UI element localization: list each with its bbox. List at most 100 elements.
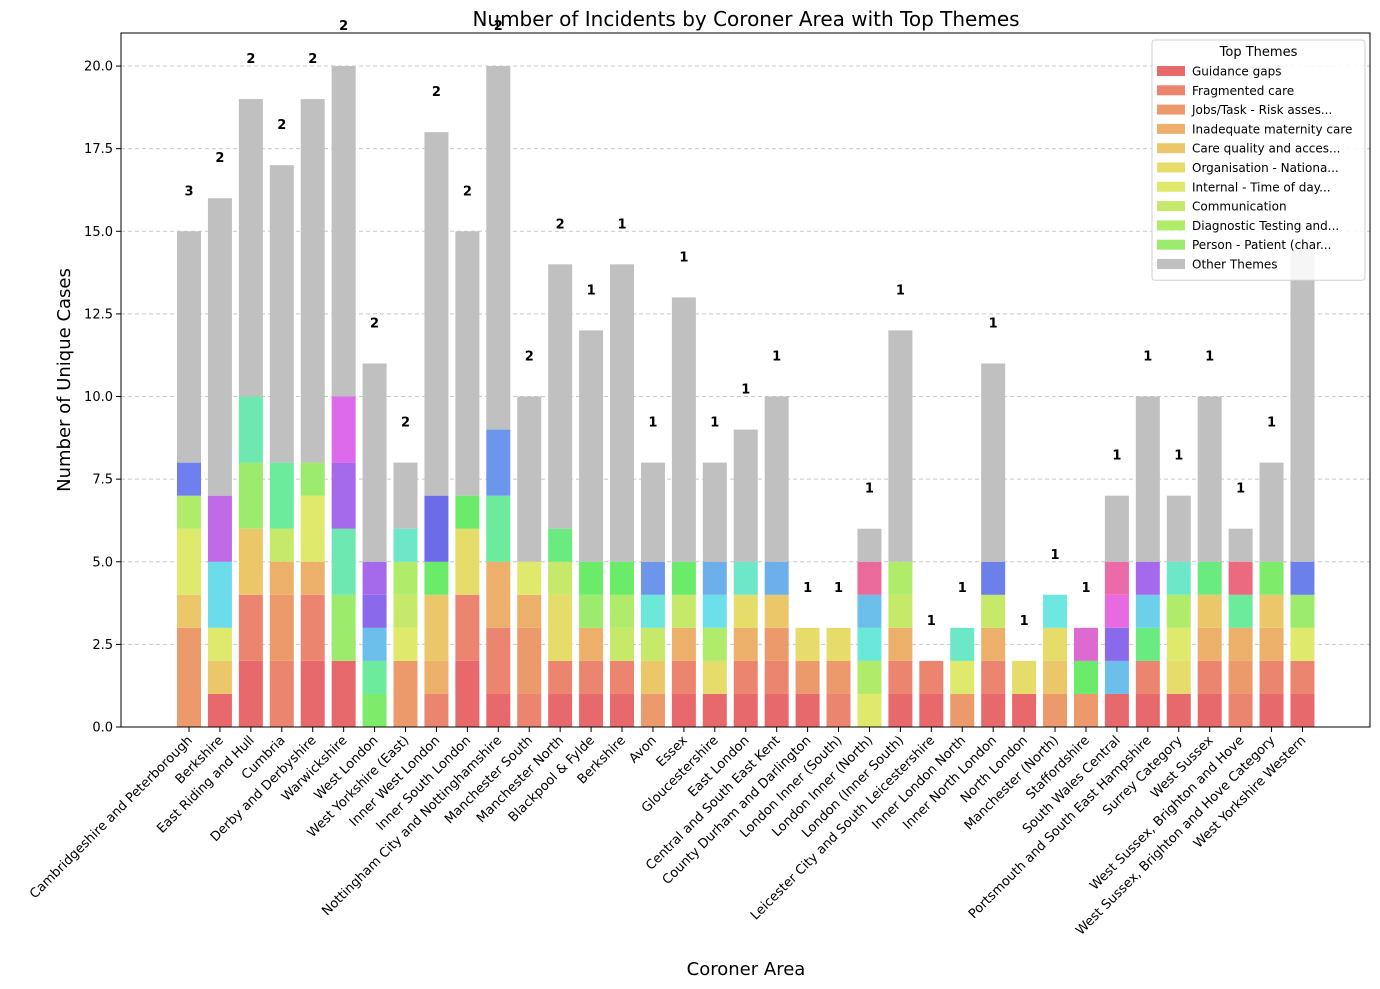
- bar-segment: [1012, 660, 1037, 694]
- bar-segment: [177, 462, 201, 496]
- bar-segment: [331, 594, 356, 661]
- bar-segment: [517, 594, 542, 628]
- bar-segment: [1104, 627, 1129, 661]
- legend-swatch: [1157, 220, 1185, 231]
- bar-count-label: 2: [246, 52, 255, 67]
- bar-segment: [238, 396, 263, 463]
- bar-segment: [1197, 693, 1222, 727]
- y-tick-label: 5.0: [92, 555, 113, 570]
- bar-segment: [1104, 594, 1129, 628]
- bar-segment: [1228, 627, 1253, 661]
- bar-segment: [640, 660, 665, 694]
- bar-segment: [1228, 561, 1253, 595]
- bar-segment: [919, 660, 944, 694]
- bar-segment: [177, 594, 201, 628]
- bar-segment: [1166, 594, 1191, 628]
- bar-segment: [764, 396, 789, 562]
- bar-count-label: 1: [834, 581, 843, 596]
- bar-segment: [362, 594, 387, 628]
- bar-segment: [486, 429, 511, 496]
- bar-segment: [981, 594, 1006, 628]
- bar-count-label: 2: [401, 416, 410, 431]
- bar-segment: [424, 132, 449, 496]
- legend-swatch: [1157, 259, 1185, 269]
- bar-segment: [1135, 561, 1160, 595]
- bars-group: [177, 66, 1315, 727]
- bar-segment: [269, 528, 294, 562]
- bar-segment: [177, 231, 201, 463]
- bar-segment: [486, 495, 511, 562]
- bar-count-label: 1: [1174, 449, 1183, 464]
- bar-count-label: 1: [958, 581, 967, 596]
- bar-segment: [1197, 627, 1222, 661]
- bar-segment: [610, 594, 635, 628]
- bar-segment: [548, 594, 573, 661]
- bar-segment: [1135, 660, 1160, 694]
- bar-segment: [610, 561, 635, 595]
- bar-segment: [362, 693, 387, 727]
- y-tick-label: 10.0: [84, 390, 113, 405]
- bar-segment: [455, 231, 480, 496]
- bar-segment: [331, 528, 356, 595]
- bar-segment: [269, 462, 294, 529]
- bar-segment: [795, 660, 820, 694]
- bar-segment: [702, 627, 727, 661]
- bar-segment: [393, 594, 418, 628]
- bar-segment: [238, 594, 263, 661]
- bar-segment: [671, 660, 696, 694]
- y-axis-label: Number of Unique Cases: [54, 268, 75, 492]
- bar-segment: [1104, 495, 1129, 562]
- bar-segment: [1043, 627, 1068, 661]
- bar-segment: [857, 660, 882, 694]
- bar-count-label: 1: [1205, 350, 1214, 365]
- bar-segment: [764, 627, 789, 661]
- bar-segment: [1166, 660, 1191, 694]
- bar-count-label: 1: [617, 217, 626, 232]
- legend-entry-label: Internal - Time of day...: [1192, 180, 1331, 194]
- bar-count-label: 2: [339, 19, 348, 34]
- bar-segment: [177, 528, 201, 595]
- bar-count-label: 2: [494, 19, 503, 34]
- legend-entry-label: Guidance gaps: [1192, 65, 1281, 79]
- bar-segment: [1228, 528, 1253, 562]
- bar-segment: [393, 528, 418, 562]
- bar-segment: [1073, 660, 1098, 694]
- legend-swatch: [1157, 239, 1185, 250]
- bar-count-label: 2: [432, 85, 441, 100]
- bar-count-label: 1: [1143, 350, 1152, 365]
- bar-segment: [671, 561, 696, 595]
- bar-segment: [486, 561, 511, 628]
- bar-segment: [393, 462, 418, 529]
- legend-box: [1151, 39, 1366, 281]
- bar-count-label: 1: [1236, 482, 1245, 497]
- bar-segment: [857, 528, 882, 562]
- bar-segment: [517, 627, 542, 694]
- bar-segment: [640, 693, 665, 727]
- legend-entry-label: Other Themes: [1192, 258, 1278, 272]
- bar-segment: [1197, 396, 1222, 562]
- bar-segment: [1043, 660, 1068, 694]
- bar-segment: [1073, 693, 1098, 727]
- bar-segment: [579, 594, 604, 628]
- bar-segment: [300, 561, 325, 595]
- bar-segment: [300, 660, 325, 727]
- legend-title: Top Themes: [1219, 45, 1298, 60]
- bar-segment: [981, 627, 1006, 661]
- bar-segment: [1166, 495, 1191, 562]
- bar-segment: [888, 693, 913, 727]
- legend-entry-label: Care quality and acces...: [1192, 142, 1340, 156]
- bar-segment: [579, 561, 604, 595]
- bar-segment: [1104, 561, 1129, 595]
- bar-segment: [1135, 627, 1160, 661]
- bar-segment: [1228, 660, 1253, 694]
- bar-segment: [331, 660, 356, 727]
- bar-segment: [207, 495, 232, 562]
- bar-segment: [362, 561, 387, 595]
- bar-count-label: 1: [927, 614, 936, 629]
- bar-segment: [857, 594, 882, 628]
- bar-segment: [300, 462, 325, 496]
- legend-entry-label: Diagnostic Testing and...: [1192, 219, 1339, 233]
- bar-segment: [579, 693, 604, 727]
- bar-segment: [1166, 693, 1191, 727]
- y-tick-label: 2.5: [92, 638, 113, 653]
